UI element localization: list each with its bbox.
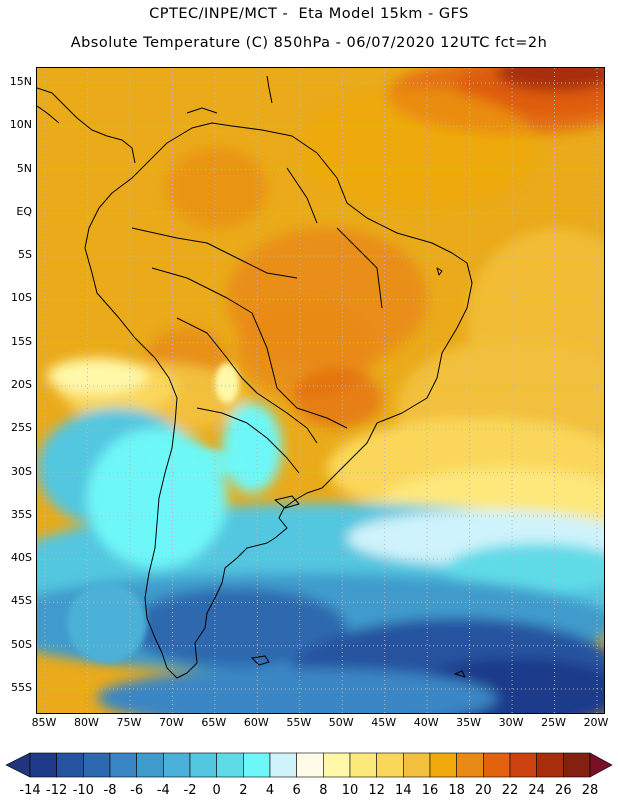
colorbar-tick-label: -4 (156, 783, 170, 798)
colorbar-swatch (536, 752, 564, 778)
colorbar-tick-label: 28 (581, 783, 599, 798)
lon-tick-label: 65W (201, 716, 227, 729)
colorbar-swatch (136, 752, 164, 778)
colorbar-tick-label: 18 (448, 783, 465, 798)
lon-tick-label: 50W (328, 716, 354, 729)
colorbar-under-arrow (5, 752, 31, 778)
colorbar-swatch (296, 752, 324, 778)
lon-tick-label: 30W (498, 716, 524, 729)
lon-tick-label: 70W (158, 716, 184, 729)
colorbar-tick-label: 24 (528, 783, 545, 798)
lon-tick-label: 25W (541, 716, 566, 729)
colorbar-tick-label: 16 (421, 783, 439, 798)
colorbar-swatch (376, 752, 404, 778)
colorbar-swatch (216, 752, 244, 778)
colorbar-tick-label: -12 (46, 783, 68, 798)
colorbar-tick-label: 8 (319, 783, 328, 798)
colorbar-tick-label: 26 (555, 783, 572, 798)
colorbar-swatch (29, 752, 57, 778)
lat-tick-label: 10S (11, 291, 32, 305)
lon-tick-label: 60W (243, 716, 269, 729)
colorbar-swatch (243, 752, 271, 778)
colorbar-swatch (163, 752, 191, 778)
colorbar-tick-label: 22 (501, 783, 519, 798)
temperature-field (37, 68, 604, 713)
colorbar-tick-label: 0 (212, 783, 221, 798)
lat-tick-label: 50S (11, 637, 32, 651)
lon-tick-label: 80W (74, 716, 99, 729)
map-subtitle: Absolute Temperature (C) 850hPa - 06/07/… (70, 35, 548, 51)
colorbar-swatch (269, 752, 297, 778)
lat-tick-label: 15S (11, 334, 32, 348)
temperature-map (37, 68, 604, 713)
lat-tick-label: 5S (18, 248, 32, 262)
lat-tick-label: EQ (16, 204, 32, 218)
colorbar-swatch (83, 752, 111, 778)
colorbar-tick-label: -8 (103, 783, 117, 798)
lon-tick-label: 55W (286, 716, 312, 729)
colorbar-tick-label: 6 (292, 783, 301, 798)
colorbar-swatch (483, 752, 511, 778)
colorbar-tick-label: -2 (183, 783, 197, 798)
colorbar-swatch (509, 752, 537, 778)
map-gridlines (37, 68, 604, 713)
colorbar (5, 752, 613, 778)
lat-tick-label: 5N (16, 161, 32, 175)
colorbar-swatch (456, 752, 484, 778)
colorbar-tick-label: -14 (19, 783, 41, 798)
lat-tick-label: 25S (11, 421, 32, 435)
colorbar-tick-label: -10 (72, 783, 94, 798)
map-title: CPTEC/INPE/MCT - Eta Model 15km - GFS (149, 6, 469, 22)
lat-tick-label: 45S (11, 594, 32, 608)
colorbar-swatch (429, 752, 457, 778)
lat-tick-label: 10N (9, 118, 32, 132)
lat-tick-label: 35S (11, 507, 32, 521)
lon-tick-label: 20W (583, 716, 609, 729)
colorbar-swatch (349, 752, 377, 778)
colorbar-swatch (189, 752, 217, 778)
lat-tick-label: 20S (11, 378, 32, 391)
colorbar-over-arrow (589, 752, 613, 778)
lon-tick-label: 35W (456, 716, 482, 729)
colorbar-tick-label: 2 (239, 783, 248, 798)
lon-tick-label: 75W (116, 716, 142, 729)
coastline (37, 75, 473, 679)
lat-tick-label: 30S (11, 464, 32, 478)
colorbar-tick-label: 20 (475, 783, 492, 798)
colorbar-tick-label: -6 (130, 783, 144, 798)
lat-tick-label: 55S (11, 681, 32, 694)
lat-tick-label: 40S (11, 551, 32, 565)
colorbar-tick-label: 14 (395, 783, 412, 798)
colorbar-swatch (109, 752, 137, 778)
lat-tick-label: 15N (9, 75, 32, 88)
colorbar-swatch (323, 752, 351, 778)
lon-tick-label: 40W (413, 716, 439, 729)
colorbar-swatch (403, 752, 431, 778)
colorbar-tick-label: 12 (368, 783, 385, 798)
map-panel (36, 67, 605, 714)
colorbar-swatch (56, 752, 84, 778)
colorbar-swatch (563, 752, 591, 778)
lon-tick-label: 85W (31, 716, 57, 729)
colorbar-tick-label: 4 (265, 783, 275, 798)
lon-tick-label: 45W (371, 716, 397, 729)
colorbar-tick-label: 10 (341, 783, 359, 798)
